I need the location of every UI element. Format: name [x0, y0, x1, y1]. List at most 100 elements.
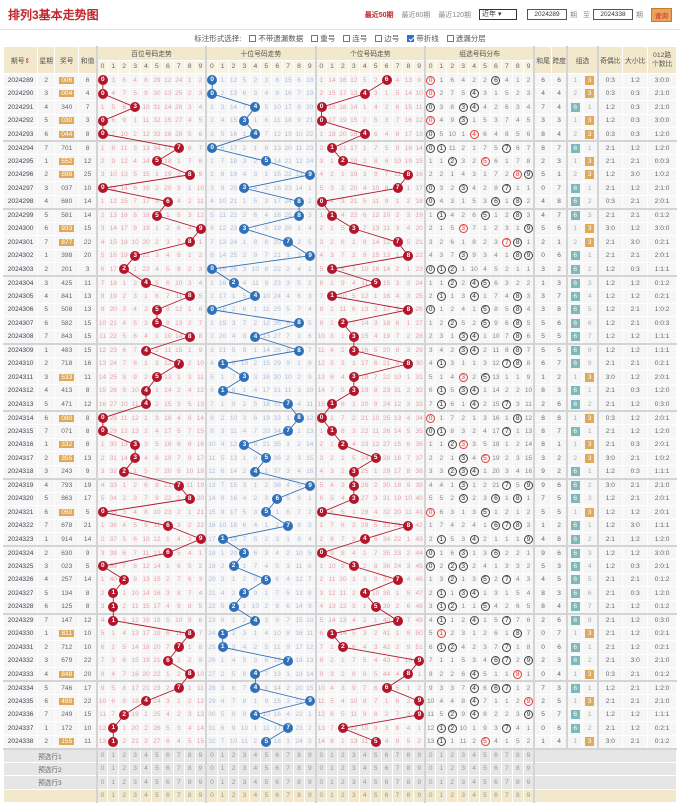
preselect-digit[interactable]: 5: [479, 761, 491, 776]
preselect-digit[interactable]: 1: [216, 775, 229, 790]
preselect-digit[interactable]: 0: [423, 775, 437, 790]
preselect-digit[interactable]: 6: [489, 761, 502, 776]
preselect-digit[interactable]: 5: [479, 775, 491, 790]
preselect-digit[interactable]: 1: [326, 775, 338, 790]
option-0[interactable]: 不带遗漏数据: [249, 33, 303, 44]
checkbox[interactable]: [375, 34, 383, 42]
preselect-digit[interactable]: 8: [293, 775, 306, 790]
preselect-digit[interactable]: 5: [260, 788, 273, 803]
range-120-link[interactable]: 最近120期: [438, 11, 471, 19]
preselect-digit[interactable]: 6: [271, 775, 284, 790]
preselect-digit[interactable]: 9: [304, 775, 317, 790]
preselect-digit[interactable]: 3: [238, 761, 251, 776]
preselect-digit[interactable]: 0: [314, 788, 327, 803]
preselect-digit[interactable]: 1: [435, 788, 448, 803]
preselect-digit[interactable]: 3: [347, 788, 360, 803]
preselect-digit[interactable]: 4: [468, 747, 481, 763]
preselect-digit[interactable]: 1: [435, 747, 448, 763]
preselect-digit[interactable]: 2: [446, 747, 459, 763]
preselect-digit[interactable]: 1: [107, 788, 120, 803]
preselect-digit[interactable]: 1: [107, 775, 120, 790]
preselect-digit[interactable]: 0: [205, 775, 218, 790]
option-1[interactable]: 重号: [311, 33, 335, 44]
preselect-digit[interactable]: 2: [118, 775, 131, 790]
preselect-digit[interactable]: 3: [238, 775, 251, 790]
preselect-digit[interactable]: 5: [150, 788, 163, 803]
preselect-digit[interactable]: 1: [435, 775, 448, 790]
checkbox[interactable]: [311, 34, 319, 42]
preselect-digit[interactable]: 2: [227, 775, 240, 790]
preselect-digit[interactable]: 6: [489, 747, 502, 763]
preselect-digit[interactable]: 7: [172, 761, 185, 776]
preselect-digit[interactable]: 5: [369, 761, 382, 776]
preselect-digit[interactable]: 7: [391, 761, 404, 776]
preselect-digit[interactable]: 9: [522, 747, 535, 763]
preselect-digit[interactable]: 4: [249, 788, 262, 803]
preselect-digit[interactable]: 8: [511, 775, 524, 790]
preselect-digit[interactable]: 2: [118, 747, 131, 763]
preselect-digit[interactable]: 7: [282, 788, 295, 803]
preselect-digit[interactable]: 8: [402, 775, 415, 790]
preselect-digit[interactable]: 0: [95, 747, 109, 763]
preselect-digit[interactable]: 1: [326, 747, 338, 763]
preselect-digit[interactable]: 3: [129, 761, 142, 776]
preselect-digit[interactable]: 3: [238, 747, 251, 763]
preselect-digit[interactable]: 9: [522, 775, 535, 790]
preselect-digit[interactable]: 7: [282, 761, 295, 776]
preselect-digit[interactable]: 9: [413, 747, 426, 763]
preselect-digit[interactable]: 5: [479, 747, 491, 763]
preselect-digit[interactable]: 8: [183, 775, 196, 790]
preselect-digit[interactable]: 5: [150, 775, 163, 790]
preselect-digit[interactable]: 7: [500, 775, 513, 790]
checkbox[interactable]: [446, 34, 454, 42]
preselect-digit[interactable]: 2: [446, 775, 459, 790]
preselect-digit[interactable]: 8: [511, 747, 524, 763]
preselect-digit[interactable]: 2: [227, 788, 240, 803]
preselect-digit[interactable]: 8: [183, 747, 196, 763]
preselect-digit[interactable]: 1: [107, 747, 120, 763]
preselect-digit[interactable]: 1: [326, 761, 338, 776]
preselect-digit[interactable]: 6: [489, 788, 502, 803]
preselect-digit[interactable]: 6: [271, 788, 284, 803]
query-button[interactable]: 查询: [651, 7, 672, 22]
preselect-digit[interactable]: 5: [150, 747, 163, 763]
preselect-digit[interactable]: 4: [140, 775, 152, 790]
preselect-digit[interactable]: 6: [161, 775, 174, 790]
preselect-digit[interactable]: 9: [194, 761, 207, 776]
preselect-digit[interactable]: 2: [336, 788, 349, 803]
preselect-digit[interactable]: 4: [249, 761, 262, 776]
from-period-input[interactable]: 2024289: [527, 9, 567, 20]
preselect-digit[interactable]: 0: [205, 761, 218, 776]
preselect-digit[interactable]: 5: [150, 761, 163, 776]
sort-icon[interactable]: ⇕: [24, 58, 31, 65]
preselect-digit[interactable]: 4: [249, 747, 262, 763]
preselect-digit[interactable]: 0: [314, 761, 327, 776]
preselect-digit[interactable]: 9: [194, 747, 207, 763]
preselect-digit[interactable]: 7: [282, 775, 295, 790]
preselect-digit[interactable]: 8: [293, 747, 306, 763]
preselect-digit[interactable]: 7: [282, 747, 295, 763]
preselect-digit[interactable]: 9: [304, 747, 317, 763]
preselect-digit[interactable]: 4: [140, 788, 152, 803]
preselect-digit[interactable]: 8: [293, 788, 306, 803]
preselect-digit[interactable]: 7: [500, 788, 513, 803]
preselect-digit[interactable]: 3: [347, 775, 360, 790]
preselect-digit[interactable]: 4: [140, 747, 152, 763]
preselect-digit[interactable]: 3: [457, 761, 470, 776]
preselect-digit[interactable]: 4: [468, 761, 481, 776]
preselect-digit[interactable]: 4: [140, 761, 152, 776]
preselect-digit[interactable]: 3: [347, 747, 360, 763]
preselect-digit[interactable]: 2: [336, 775, 349, 790]
preselect-digit[interactable]: 0: [314, 747, 327, 763]
preselect-digit[interactable]: 0: [423, 747, 437, 763]
preselect-digit[interactable]: 0: [95, 775, 109, 790]
preselect-digit[interactable]: 9: [413, 775, 426, 790]
year-select[interactable]: 近年 ▾: [479, 9, 517, 20]
preselect-digit[interactable]: 0: [95, 761, 109, 776]
preselect-digit[interactable]: 1: [216, 761, 229, 776]
option-2[interactable]: 连号: [343, 33, 367, 44]
preselect-digit[interactable]: 3: [238, 788, 251, 803]
preselect-digit[interactable]: 2: [336, 747, 349, 763]
preselect-digit[interactable]: 8: [183, 761, 196, 776]
preselect-digit[interactable]: 2: [227, 747, 240, 763]
